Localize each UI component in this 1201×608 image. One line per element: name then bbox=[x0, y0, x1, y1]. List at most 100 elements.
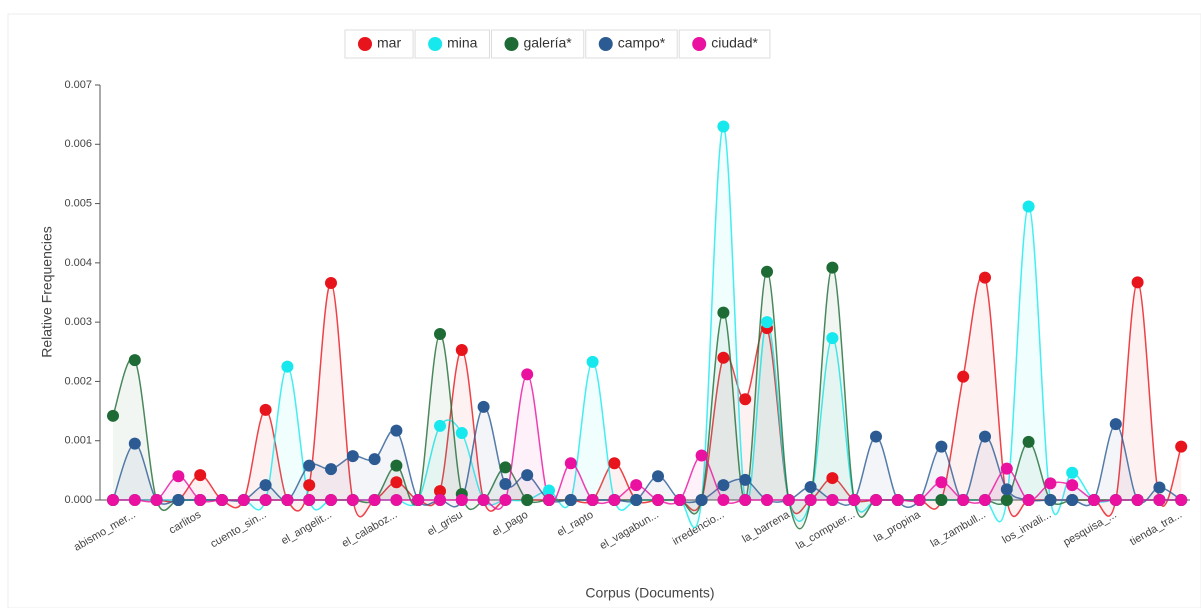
data-point bbox=[913, 494, 926, 506]
data-point bbox=[434, 494, 446, 506]
data-point bbox=[804, 494, 817, 506]
data-point bbox=[237, 494, 250, 506]
data-point bbox=[303, 494, 316, 506]
data-point bbox=[194, 469, 207, 482]
y-tick-label: 0.000 bbox=[64, 494, 92, 506]
data-point bbox=[325, 463, 337, 476]
data-point bbox=[761, 316, 773, 329]
data-point bbox=[848, 494, 861, 506]
legend-item[interactable]: mar bbox=[344, 29, 414, 59]
data-point bbox=[1175, 440, 1188, 453]
data-point bbox=[259, 403, 272, 416]
data-point bbox=[281, 494, 294, 506]
data-point bbox=[826, 472, 839, 485]
data-point bbox=[1131, 276, 1144, 289]
data-point bbox=[1109, 494, 1122, 506]
data-point bbox=[281, 360, 294, 373]
data-point bbox=[434, 419, 446, 432]
data-point bbox=[107, 494, 119, 506]
legend-swatch bbox=[358, 37, 372, 51]
data-point bbox=[325, 277, 337, 290]
y-tick-label: 0.003 bbox=[64, 316, 92, 328]
data-point bbox=[1131, 494, 1144, 506]
data-point bbox=[608, 494, 621, 506]
legend-swatch bbox=[504, 37, 519, 51]
data-point bbox=[477, 494, 490, 506]
data-point bbox=[1022, 435, 1035, 448]
data-point bbox=[673, 494, 686, 506]
data-point bbox=[434, 485, 446, 498]
data-point bbox=[390, 494, 403, 506]
data-point bbox=[608, 457, 621, 470]
data-point bbox=[1109, 418, 1122, 431]
data-point bbox=[564, 494, 577, 506]
data-point bbox=[1153, 481, 1166, 494]
data-point bbox=[1066, 466, 1079, 479]
y-tick-label: 0.002 bbox=[64, 375, 92, 387]
data-point bbox=[782, 494, 795, 506]
data-point bbox=[368, 453, 381, 466]
data-point bbox=[1000, 462, 1013, 475]
data-point bbox=[303, 459, 316, 472]
data-point bbox=[194, 494, 207, 506]
legend-label: campo* bbox=[618, 35, 666, 51]
data-point bbox=[1066, 479, 1079, 492]
data-point bbox=[1000, 483, 1013, 496]
data-point bbox=[107, 409, 119, 422]
data-point bbox=[717, 479, 730, 492]
data-point bbox=[1066, 494, 1079, 506]
data-point bbox=[630, 479, 643, 492]
data-point bbox=[870, 494, 882, 506]
data-point bbox=[826, 261, 839, 274]
legend-item[interactable]: campo* bbox=[585, 29, 678, 59]
data-point bbox=[346, 450, 359, 463]
data-point bbox=[543, 484, 555, 497]
data-point bbox=[303, 479, 316, 492]
data-point bbox=[739, 473, 752, 486]
y-tick-label: 0.007 bbox=[64, 79, 92, 91]
data-point bbox=[957, 494, 970, 506]
data-point bbox=[543, 494, 555, 506]
data-point bbox=[128, 494, 141, 506]
legend-label: galería* bbox=[523, 35, 572, 51]
data-point bbox=[521, 469, 534, 482]
data-point bbox=[172, 470, 185, 483]
legend-label: ciudad* bbox=[711, 35, 758, 51]
data-point bbox=[1022, 494, 1035, 506]
data-point bbox=[434, 328, 446, 340]
legend-item[interactable]: ciudad* bbox=[678, 29, 771, 59]
data-point bbox=[390, 424, 403, 437]
legend: mar mina galería* campo* ciudad* bbox=[344, 29, 771, 59]
data-point bbox=[717, 120, 730, 133]
data-point bbox=[935, 494, 948, 506]
data-point bbox=[979, 494, 991, 506]
y-tick-label: 0.005 bbox=[64, 197, 92, 209]
data-point bbox=[826, 494, 839, 506]
data-point bbox=[1088, 494, 1100, 506]
legend-swatch bbox=[692, 37, 707, 51]
data-point bbox=[1044, 477, 1057, 490]
data-point bbox=[455, 344, 468, 357]
data-point bbox=[717, 351, 730, 364]
data-point bbox=[739, 393, 752, 406]
data-point bbox=[325, 494, 337, 506]
legend-item[interactable]: mina bbox=[414, 29, 490, 59]
data-point bbox=[259, 479, 272, 492]
legend-box bbox=[414, 29, 490, 59]
data-point bbox=[172, 494, 185, 506]
data-point bbox=[390, 459, 403, 472]
series-area bbox=[113, 274, 1182, 517]
data-point bbox=[1000, 494, 1013, 506]
data-point bbox=[1044, 494, 1057, 506]
data-point bbox=[1022, 200, 1035, 213]
data-point bbox=[499, 477, 512, 490]
y-axis-label: Relative Frequencies bbox=[39, 226, 55, 358]
data-point bbox=[1175, 494, 1188, 506]
data-point bbox=[1153, 494, 1166, 506]
data-point bbox=[695, 494, 708, 506]
data-point bbox=[216, 494, 228, 506]
data-point bbox=[935, 476, 948, 489]
data-point bbox=[935, 440, 948, 453]
legend-item[interactable]: galería* bbox=[490, 29, 585, 59]
